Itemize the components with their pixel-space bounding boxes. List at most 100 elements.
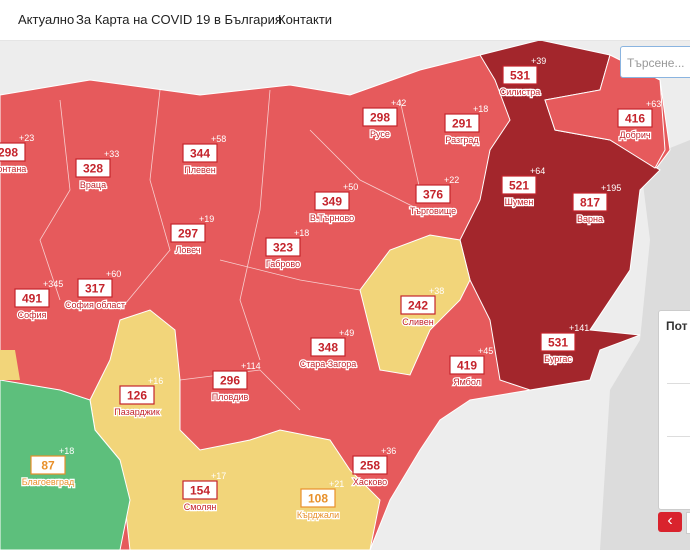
region-label: 242+38 Сливен <box>400 286 444 328</box>
value-box <box>182 480 218 500</box>
region-area <box>544 54 666 169</box>
region-value: 317 <box>85 282 105 296</box>
value-box <box>444 113 480 133</box>
region-value: 242 <box>408 299 428 313</box>
region-value: 298 <box>0 146 18 160</box>
region-label: 291+18 Разград <box>444 104 488 146</box>
region-delta: +58 <box>211 134 226 144</box>
region-delta: +22 <box>444 175 459 185</box>
region-delta: +64 <box>530 166 545 176</box>
region-name: Ямбол <box>453 377 481 387</box>
value-box <box>362 107 398 127</box>
region-value: 296 <box>220 374 240 388</box>
region-delta: +23 <box>19 133 34 143</box>
region-label: 317+60 София област <box>64 269 126 311</box>
value-box <box>300 488 336 508</box>
region-delta: +63 <box>646 99 661 109</box>
value-box <box>14 288 50 308</box>
value-box <box>314 191 350 211</box>
borders <box>39 89 421 411</box>
region-delta: +345 <box>43 279 63 289</box>
region-label: 344+58 Плевен <box>182 134 226 176</box>
region-value: 291 <box>452 117 472 131</box>
region-name: Разград <box>445 135 479 145</box>
value-box <box>182 143 218 163</box>
region-name: Варна <box>577 214 603 224</box>
value-box <box>449 355 485 375</box>
info-panel: Пот <box>658 310 690 510</box>
region-label: 298+23 Монтана <box>0 133 34 175</box>
region-label: 108+21 Кърджали <box>296 479 345 521</box>
region-delta: +195 <box>601 183 621 193</box>
region-name: Добрич <box>619 130 650 140</box>
region-name: Пазарджик <box>114 407 160 417</box>
value-box <box>501 175 537 195</box>
region-label: 491+345 София <box>14 279 63 321</box>
region-name: Шумен <box>505 197 534 207</box>
region-delta: +141 <box>569 323 589 333</box>
region-value: 108 <box>308 492 328 506</box>
region-name: Хасково <box>353 477 387 487</box>
value-box <box>352 455 388 475</box>
region-value: 126 <box>127 389 147 403</box>
region-label: 296+114 Пловдив <box>210 361 261 403</box>
value-box <box>212 370 248 390</box>
region-delta: +16 <box>148 376 163 386</box>
panel-title: Пот <box>666 319 688 333</box>
region-value: 298 <box>370 111 390 125</box>
region-delta: +18 <box>59 446 74 456</box>
region-label: 298+42 Русе <box>362 98 406 140</box>
next-button[interactable] <box>686 512 690 534</box>
nav-link[interactable]: Контакти <box>278 12 333 27</box>
value-box <box>310 337 346 357</box>
region-label: 419+45 Ямбол <box>449 346 493 388</box>
region-name: Плевен <box>184 165 215 175</box>
region-area <box>0 350 20 380</box>
search-input[interactable]: Търсене... <box>620 46 690 78</box>
region-label: 376+22 Търговище <box>409 175 460 217</box>
region-label: 87 +18 Благоевград <box>21 446 77 488</box>
region-delta: +45 <box>478 346 493 356</box>
region-name: Стара Загора <box>300 359 357 369</box>
region-delta: +21 <box>329 479 344 489</box>
region-delta: +39 <box>531 56 546 66</box>
region-delta: +17 <box>211 471 226 481</box>
value-box <box>540 332 576 352</box>
region-delta: +38 <box>429 286 444 296</box>
region-value: 154 <box>190 484 210 498</box>
region-label: 416+63 Добрич <box>617 99 661 141</box>
region-value: 817 <box>580 196 600 210</box>
region-value: 323 <box>273 241 293 255</box>
nav-link[interactable]: Актуално <box>18 12 75 27</box>
region-delta: +49 <box>339 328 354 338</box>
region-value: 531 <box>510 69 530 83</box>
region-name: Бургас <box>544 354 572 364</box>
region-label: 258+36 Хасково <box>352 446 397 488</box>
region-value: 344 <box>190 147 210 161</box>
region-value: 416 <box>625 112 645 126</box>
value-box <box>572 192 608 212</box>
region-name: Русе <box>370 129 390 139</box>
divider <box>667 383 690 384</box>
region-name: Пловдив <box>212 392 249 402</box>
region-label: 521+64 Шумен <box>501 166 545 208</box>
region-label: 348+49 Стара Загора <box>298 328 357 370</box>
nav-link[interactable]: За Карта на COVID 19 в България <box>76 12 282 27</box>
map: 298+23Монтана328+33Враца344+58Плевен298+… <box>0 40 690 550</box>
region-value: 87 <box>41 459 55 473</box>
region-name: София <box>18 310 47 320</box>
region-delta: +18 <box>473 104 488 114</box>
region-name: Враца <box>80 180 106 190</box>
divider <box>667 436 690 437</box>
value-box <box>119 385 155 405</box>
region-value: 491 <box>22 292 42 306</box>
region-label: 297+19 Ловеч <box>170 214 214 256</box>
region-name: София област <box>65 300 125 310</box>
value-box <box>0 142 26 162</box>
region-name: В.Търново <box>310 213 354 223</box>
prev-button[interactable]: ‹ <box>658 512 682 532</box>
region-delta: +114 <box>241 361 261 371</box>
region-delta: +60 <box>106 269 121 279</box>
